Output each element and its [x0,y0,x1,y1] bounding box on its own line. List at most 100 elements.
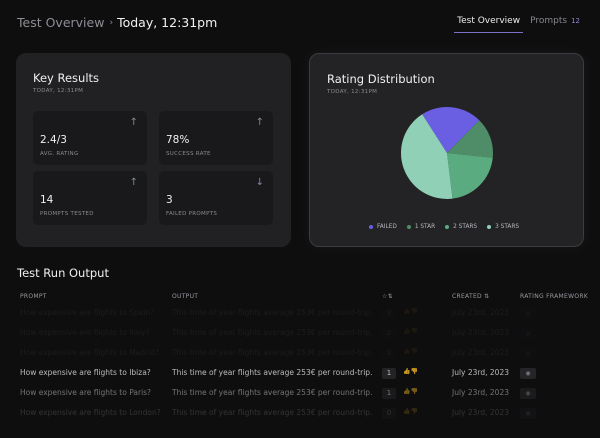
framework-icon[interactable]: ◉ [520,408,536,419]
column-header-rating-framework[interactable]: RATING FRAMEWORK [520,293,589,300]
arrow-down-icon: ↓ [255,177,264,188]
rating-value-box[interactable]: 1 [382,368,396,379]
tab-count-badge: 12 [571,17,580,25]
metric-value: 14 [40,194,54,206]
table-row[interactable]: How expensive are flights to Madrid? This… [17,344,587,364]
cell-output: This time of year flights average 253€ p… [172,328,373,337]
cell-output: This time of year flights average 253€ p… [172,308,373,317]
rating-value-box[interactable]: 2 [382,328,396,339]
arrow-up-icon: ↑ [129,117,138,128]
legend-dot [487,225,492,229]
framework-icon[interactable]: ◉ [520,348,536,359]
cell-output: This time of year flights average 253€ p… [172,368,373,377]
thumbs-up-down-icon[interactable]: 👍👎 [403,408,418,415]
legend-item: FAILED [369,224,397,230]
results-table: PROMPT OUTPUT ☆⇅ CREATED ⇅ RATING FRAMEW… [17,290,589,424]
table-row[interactable]: How expensive are flights to Italy? This … [17,324,587,344]
cell-output: This time of year flights average 253€ p… [172,388,373,397]
table-row[interactable]: How expensive are flights to London? This… [17,404,587,424]
metric-label: SUCCESS RATE [166,151,211,157]
tab-label: Prompts [530,16,568,26]
chevron-right-icon: › [109,17,114,28]
section-title: Test Run Output [17,266,109,280]
cell-prompt: How expensive are flights to London? [20,408,161,417]
table-row[interactable]: How expensive are flights to Paris? This … [17,384,587,404]
cell-output: This time of year flights average 253€ p… [172,408,373,417]
cell-created: July 23rd, 2023 [452,328,509,337]
metric-label: FAILED PROMPTS [166,211,218,217]
metric-value: 78% [166,134,190,146]
page-header: Test Overview › Today, 12:31pm Test Over… [17,14,584,34]
thumbs-up-down-icon[interactable]: 👍👎 [403,388,418,395]
breadcrumb-parent[interactable]: Test Overview [17,15,105,30]
legend-label: FAILED [377,224,397,230]
cell-prompt: How expensive are flights to Spain? [20,308,155,317]
framework-icon[interactable]: ◉ [520,368,536,379]
cell-prompt: How expensive are flights to Madrid? [20,348,159,357]
legend-item: 1 STAR [406,224,436,230]
column-header-prompt[interactable]: PROMPT [20,293,47,300]
metric-value: 3 [166,194,173,206]
legend-dot [406,225,411,229]
metric-value: 2.4/3 [40,134,67,146]
rating-value-box[interactable]: 2 [382,348,396,359]
pie-slice-2-stars[interactable] [447,153,493,199]
metric-label: PROMPTS TESTED [40,211,94,217]
thumbs-up-down-icon[interactable]: 👍👎 [403,348,418,355]
table-row[interactable]: How expensive are flights to Spain? This … [17,304,587,324]
legend-label: 3 STARS [495,224,520,230]
legend-label: 2 STARS [453,224,478,230]
star-sort-icon[interactable]: ☆⇅ [382,293,394,300]
arrow-up-icon: ↑ [129,177,138,188]
column-header-output[interactable]: OUTPUT [172,293,199,300]
table-body: How expensive are flights to Spain? This … [17,304,587,424]
cell-created: July 23rd, 2023 [452,388,509,397]
card-title: Key Results [33,71,100,85]
legend-label: 1 STAR [414,224,436,230]
framework-icon[interactable]: ◉ [520,388,536,399]
arrow-up-icon: ↑ [255,117,264,128]
legend-item: 3 STARS [487,224,519,230]
metric-failed-prompts: ↓ 3 FAILED PROMPTS [159,171,273,225]
cell-created: July 23rd, 2023 [452,408,509,417]
key-results-card: Key Results TODAY, 12:31PM ↑ 2.4/3 AVG. … [16,53,291,247]
cell-prompt: How expensive are flights to Italy? [20,328,150,337]
metric-label: AVG. RATING [40,151,79,157]
breadcrumb-current: Today, 12:31pm [117,15,218,30]
rating-value-box[interactable]: 3 [382,308,396,319]
rating-value-box[interactable]: 0 [382,408,396,419]
metric-avg-rating: ↑ 2.4/3 AVG. RATING [33,111,147,165]
metric-success-rate: ↑ 78% SUCCESS RATE [159,111,273,165]
rating-value-box[interactable]: 1 [382,388,396,399]
framework-icon[interactable]: ◉ [520,308,536,319]
card-subtitle: TODAY, 12:31PM [33,88,84,94]
metric-prompts-tested: ↑ 14 PROMPTS TESTED [33,171,147,225]
tab-test-overview[interactable]: Test Overview [454,16,524,33]
table-row[interactable]: How expensive are flights to Ibiza? This … [17,364,587,384]
thumbs-up-down-icon[interactable]: 👍👎 [403,368,418,375]
tab-bar: Test Overview Prompts 12 [454,16,580,33]
table-header: PROMPT OUTPUT ☆⇅ CREATED ⇅ RATING FRAMEW… [17,290,589,304]
thumbs-up-down-icon[interactable]: 👍👎 [403,308,418,315]
cell-created: July 23rd, 2023 [452,368,509,377]
legend-dot [445,225,450,229]
tab-label: Test Overview [457,16,521,26]
cell-output: This time of year flights average 253€ p… [172,348,373,357]
card-title: Rating Distribution [327,72,435,86]
tab-prompts[interactable]: Prompts 12 [530,16,580,32]
pie-chart-svg [400,106,493,200]
cell-created: July 23rd, 2023 [452,308,509,317]
framework-icon[interactable]: ◉ [520,328,536,339]
pie-slice-3-stars[interactable] [400,114,453,200]
column-header-created[interactable]: CREATED ⇅ [452,293,490,300]
thumbs-up-down-icon[interactable]: 👍👎 [403,328,418,335]
legend-dot [369,225,373,229]
rating-distribution-card: Rating Distribution TODAY, 12:31PM FAILE… [309,53,584,247]
legend-item: 2 STARS [445,224,477,230]
card-subtitle: TODAY, 12:31PM [327,89,378,95]
pie-slice-failed[interactable] [422,106,480,153]
pie-slice-1-star[interactable] [447,120,493,158]
chart-legend: FAILED 1 STAR 2 STARS 3 STARS [369,224,529,230]
breadcrumb: Test Overview › Today, 12:31pm [17,15,217,30]
cell-prompt: How expensive are flights to Paris? [20,388,152,397]
